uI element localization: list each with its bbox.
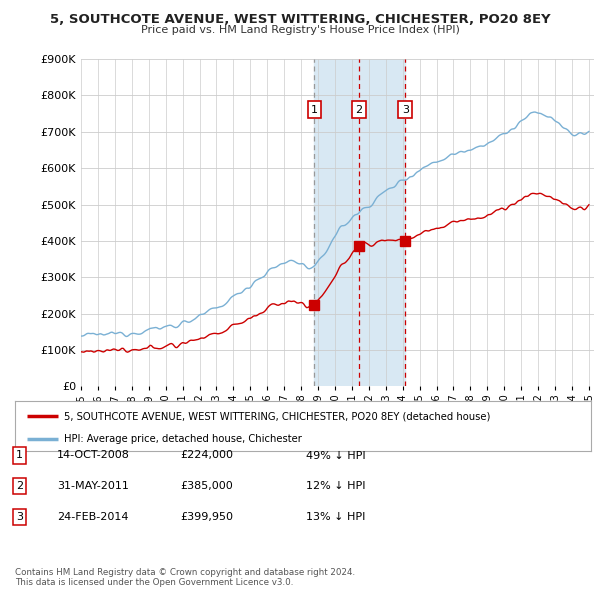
Text: HPI: Average price, detached house, Chichester: HPI: Average price, detached house, Chic… <box>64 434 302 444</box>
Text: 3: 3 <box>402 105 409 114</box>
Text: 3: 3 <box>16 512 23 522</box>
Text: 49% ↓ HPI: 49% ↓ HPI <box>306 451 365 460</box>
Text: 13% ↓ HPI: 13% ↓ HPI <box>306 512 365 522</box>
Text: £385,000: £385,000 <box>180 481 233 491</box>
Text: 1: 1 <box>16 451 23 460</box>
Text: 5, SOUTHCOTE AVENUE, WEST WITTERING, CHICHESTER, PO20 8EY (detached house): 5, SOUTHCOTE AVENUE, WEST WITTERING, CHI… <box>64 411 490 421</box>
Text: 2: 2 <box>16 481 23 491</box>
Text: 14-OCT-2008: 14-OCT-2008 <box>57 451 130 460</box>
Text: £399,950: £399,950 <box>180 512 233 522</box>
Text: 12% ↓ HPI: 12% ↓ HPI <box>306 481 365 491</box>
Text: Price paid vs. HM Land Registry's House Price Index (HPI): Price paid vs. HM Land Registry's House … <box>140 25 460 35</box>
Text: 5, SOUTHCOTE AVENUE, WEST WITTERING, CHICHESTER, PO20 8EY: 5, SOUTHCOTE AVENUE, WEST WITTERING, CHI… <box>50 13 550 26</box>
Text: 31-MAY-2011: 31-MAY-2011 <box>57 481 129 491</box>
Bar <box>314 59 405 386</box>
Text: Contains HM Land Registry data © Crown copyright and database right 2024.
This d: Contains HM Land Registry data © Crown c… <box>15 568 355 587</box>
Text: 24-FEB-2014: 24-FEB-2014 <box>57 512 128 522</box>
Text: £224,000: £224,000 <box>180 451 233 460</box>
Text: 2: 2 <box>355 105 362 114</box>
Text: 1: 1 <box>311 105 318 114</box>
